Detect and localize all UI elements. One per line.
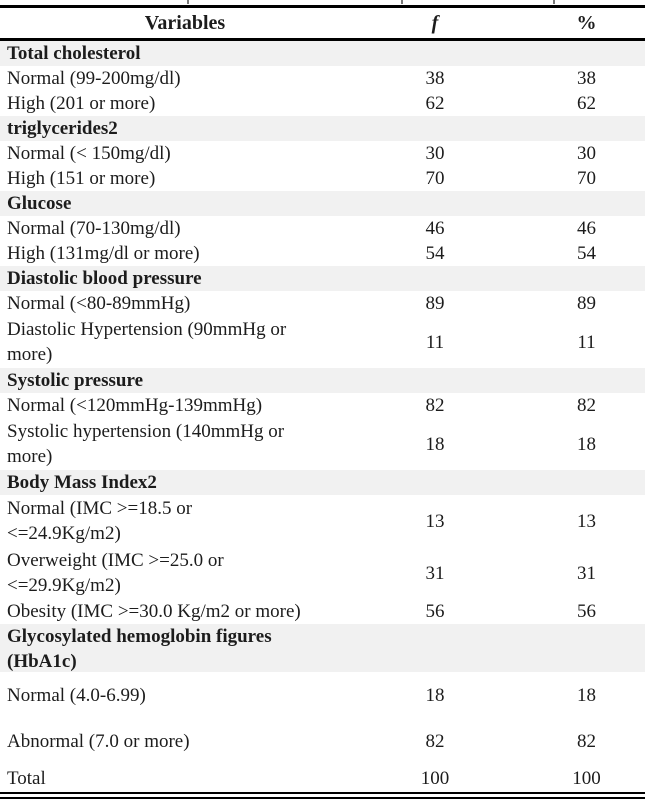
percent-cell: 18 — [577, 684, 596, 706]
frequency-cell: 30 — [425, 143, 445, 164]
section-row: Glucose — [0, 191, 645, 216]
section-label: Systolic pressure — [7, 370, 143, 391]
variable-cell: Normal (99-200mg/dl) — [7, 68, 181, 89]
percent-cell: 38 — [577, 68, 596, 89]
percent-cell: 11 — [577, 331, 596, 353]
variable-cell: Overweight (IMC >=25.0 or <=29.9Kg/m2) — [7, 550, 224, 596]
variable-cell: Normal (4.0-6.99) — [7, 684, 146, 706]
percent-cell: 31 — [577, 562, 596, 584]
table-row: Normal (IMC >=18.5 or <=24.9Kg/m2) 13 13 — [0, 495, 645, 547]
variable-cell: Obesity (IMC >=30.0 Kg/m2 or more) — [7, 601, 301, 622]
table-row: Total 100 100 — [0, 764, 645, 792]
section-label: Glycosylated hemoglobin figures (HbA1c) — [7, 626, 272, 672]
table-row: Systolic hypertension (140mmHg or more) 1… — [0, 418, 645, 470]
section-label: Body Mass Index2 — [7, 472, 157, 493]
column-header-variables: Variables — [144, 11, 226, 34]
frequency-cell: 89 — [425, 293, 445, 314]
percent-cell: 82 — [577, 730, 596, 752]
column-header-frequency: f — [431, 11, 439, 34]
section-row: triglycerides2 — [0, 116, 645, 141]
frequency-cell: 11 — [425, 331, 445, 353]
crop-artifact-tick — [553, 0, 555, 4]
table-top-rule — [0, 5, 645, 8]
section-label: Total cholesterol — [7, 43, 141, 64]
variable-cell: Abnormal (7.0 or more) — [7, 730, 190, 752]
section-row: Total cholesterol — [0, 41, 645, 66]
variable-cell: Systolic hypertension (140mmHg or more) — [7, 421, 285, 467]
crop-artifact-tick — [187, 0, 189, 4]
frequency-cell: 62 — [425, 93, 445, 114]
variable-cell: High (131mg/dl or more) — [7, 243, 200, 264]
frequency-cell: 18 — [425, 433, 445, 455]
cropped-row-strip — [0, 0, 645, 5]
crop-artifact-tick — [401, 0, 403, 4]
variable-cell: Normal (IMC >=18.5 or <=24.9Kg/m2) — [7, 498, 193, 544]
percent-cell: 89 — [577, 293, 596, 314]
percent-cell: 46 — [577, 218, 596, 239]
table-row: Normal (4.0-6.99) 18 18 — [0, 672, 645, 718]
section-row: Body Mass Index2 — [0, 470, 645, 495]
table-row: High (201 or more) 62 62 — [0, 91, 645, 116]
frequency-cell: 100 — [420, 767, 450, 789]
variable-cell: Normal (70-130mg/dl) — [7, 218, 181, 239]
table-row: Normal (<120mmHg-139mmHg) 82 82 — [0, 393, 645, 418]
section-label: triglycerides2 — [7, 118, 118, 139]
table-row: Overweight (IMC >=25.0 or <=29.9Kg/m2) 31… — [0, 547, 645, 599]
percent-cell: 18 — [577, 433, 596, 455]
frequency-cell: 31 — [425, 562, 445, 584]
percent-cell: 54 — [577, 243, 596, 264]
variable-cell: Normal (<80-89mmHg) — [7, 293, 191, 314]
column-header-percent: % — [576, 11, 597, 34]
percent-cell: 30 — [577, 143, 596, 164]
table-row: Normal (< 150mg/dl) 30 30 — [0, 141, 645, 166]
table-row: Normal (70-130mg/dl) 46 46 — [0, 216, 645, 241]
variable-cell: Normal (<120mmHg-139mmHg) — [7, 395, 263, 416]
percent-cell: 62 — [577, 93, 596, 114]
percent-cell: 70 — [577, 168, 596, 189]
percent-cell: 82 — [577, 395, 596, 416]
header-bottom-rule — [0, 38, 645, 41]
section-row: Diastolic blood pressure — [0, 266, 645, 291]
variable-cell: Total — [7, 767, 46, 789]
table-row: High (151 or more) 70 70 — [0, 166, 645, 191]
table-body: Total cholesterol Normal (99-200mg/dl) 38 3… — [0, 41, 645, 792]
section-label: Diastolic blood pressure — [7, 268, 202, 289]
percent-cell: 56 — [577, 601, 596, 622]
frequency-cell: 13 — [425, 510, 445, 532]
frequency-cell: 70 — [425, 168, 445, 189]
table-row: Obesity (IMC >=30.0 Kg/m2 or more) 56 56 — [0, 599, 645, 624]
variable-cell: Normal (< 150mg/dl) — [7, 143, 171, 164]
percent-cell: 100 — [572, 767, 601, 789]
table-row: Abnormal (7.0 or more) 82 82 — [0, 718, 645, 764]
section-label: Glucose — [7, 193, 72, 214]
section-row: Systolic pressure — [0, 368, 645, 393]
frequency-cell: 82 — [425, 395, 445, 416]
frequency-cell: 82 — [425, 730, 445, 752]
table-row: Normal (99-200mg/dl) 38 38 — [0, 66, 645, 91]
variable-cell: High (201 or more) — [7, 93, 156, 114]
frequency-cell: 54 — [425, 243, 445, 264]
table-row: High (131mg/dl or more) 54 54 — [0, 241, 645, 266]
section-row: Glycosylated hemoglobin figures (HbA1c) — [0, 624, 645, 672]
frequency-cell: 38 — [425, 68, 445, 89]
frequency-cell: 18 — [425, 684, 445, 706]
table-row: Normal (<80-89mmHg) 89 89 — [0, 291, 645, 316]
variable-cell: Diastolic Hypertension (90mmHg or more) — [7, 319, 287, 365]
frequency-cell: 46 — [425, 218, 445, 239]
variable-cell: High (151 or more) — [7, 168, 156, 189]
table-bottom-rule — [0, 792, 645, 799]
percent-cell: 13 — [577, 510, 596, 532]
table-header-row: Variables f % — [0, 8, 645, 38]
table-row: Diastolic Hypertension (90mmHg or more) 1… — [0, 316, 645, 368]
frequency-cell: 56 — [425, 601, 445, 622]
